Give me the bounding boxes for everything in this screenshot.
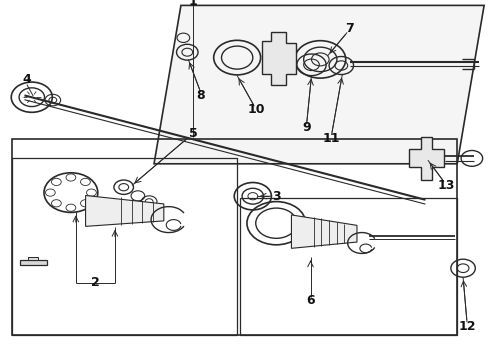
Text: 8: 8	[196, 89, 204, 102]
Text: 3: 3	[271, 190, 280, 203]
Bar	[12, 158, 237, 335]
Text: 9: 9	[302, 121, 310, 134]
Text: 5: 5	[188, 127, 197, 140]
Bar	[12, 139, 456, 335]
Polygon shape	[408, 137, 443, 180]
Polygon shape	[291, 215, 356, 248]
Bar	[28, 257, 38, 260]
Text: 11: 11	[322, 132, 340, 145]
Polygon shape	[85, 195, 163, 226]
Text: 12: 12	[457, 320, 475, 333]
Polygon shape	[154, 5, 483, 164]
Polygon shape	[261, 32, 295, 85]
Text: 4: 4	[22, 73, 31, 86]
Text: 10: 10	[247, 103, 265, 116]
Text: 2: 2	[91, 276, 100, 289]
Bar	[239, 198, 456, 335]
Text: 7: 7	[345, 22, 353, 35]
Bar	[20, 260, 47, 265]
Text: 13: 13	[436, 179, 454, 192]
Text: 1: 1	[188, 0, 197, 8]
Text: 6: 6	[305, 294, 314, 307]
